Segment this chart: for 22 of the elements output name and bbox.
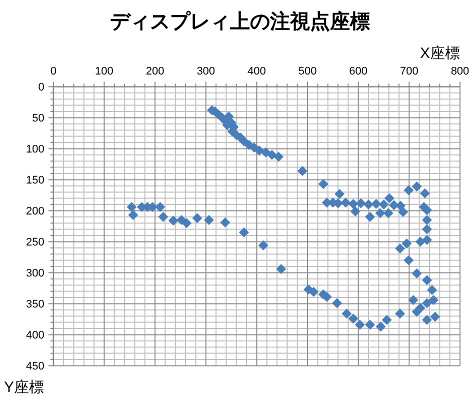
y-axis-title: Y座標 [4, 379, 44, 396]
y-tick-label: 50 [32, 112, 44, 125]
x-tick-label: 400 [248, 66, 266, 78]
y-tick-label: 350 [26, 298, 44, 311]
y-tick-label: 0 [38, 82, 44, 94]
x-tick-label: 100 [95, 66, 114, 78]
y-tick-label: 100 [26, 144, 44, 156]
x-axis-title: X座標 [420, 45, 460, 62]
x-tick-label: 600 [349, 66, 368, 78]
chart-title: ディスプレィ上の注視点座標 [110, 10, 370, 33]
x-tick-label: 200 [146, 66, 164, 78]
x-tick-label: 500 [298, 66, 317, 78]
y-tick-label: 200 [26, 206, 44, 218]
x-tick-label: 800 [450, 66, 470, 78]
y-tick-label: 300 [26, 268, 44, 280]
y-tick-label: 450 [26, 360, 44, 373]
x-tick-label: 0 [50, 66, 56, 78]
y-tick-label: 250 [26, 236, 44, 249]
x-tick-label: 700 [400, 66, 418, 78]
y-tick-label: 400 [26, 330, 44, 342]
y-tick-label: 150 [26, 174, 44, 187]
x-tick-label: 300 [196, 66, 216, 78]
